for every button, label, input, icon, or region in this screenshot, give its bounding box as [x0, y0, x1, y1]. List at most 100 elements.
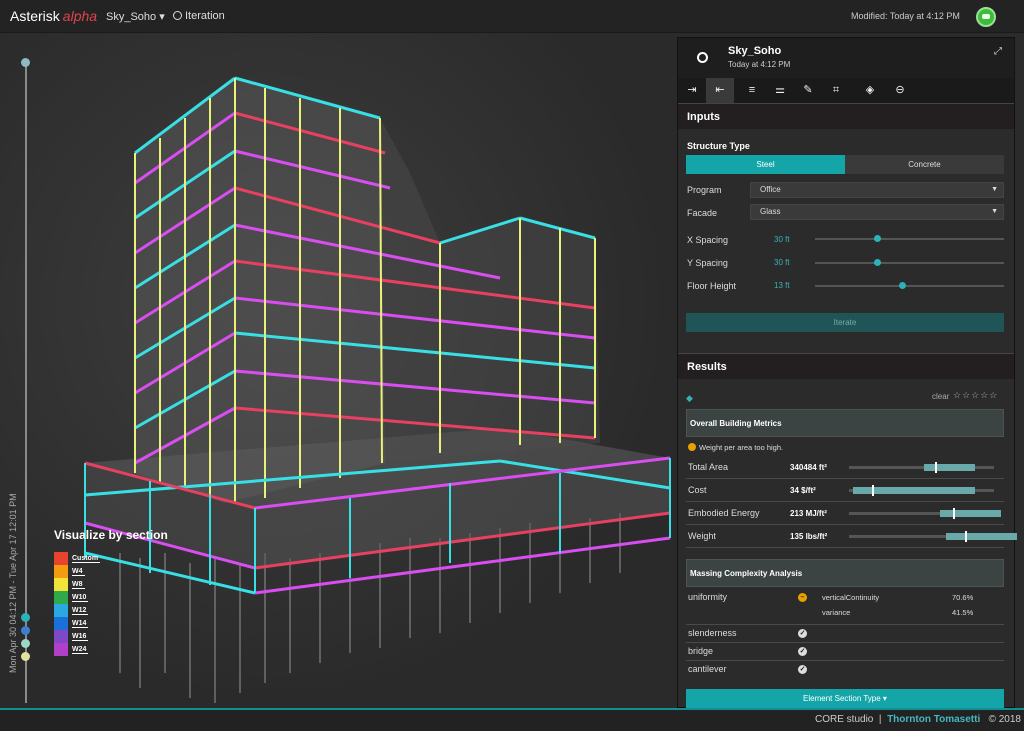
legend-label[interactable]: Custom [72, 555, 101, 563]
timeline-marker[interactable] [21, 613, 30, 622]
overall-metrics-header[interactable]: Overall Building Metrics [686, 409, 1004, 437]
metric-range-bar [849, 531, 1018, 542]
warning-icon: – [798, 593, 807, 602]
modified-text: Modified: Today at 4:12 PM [851, 11, 960, 21]
legend-item: W14 [54, 617, 174, 630]
cantilever-row: cantilever ✓ [688, 664, 807, 674]
check-icon: ✓ [798, 665, 807, 674]
legend-label[interactable]: W24 [72, 646, 89, 654]
timeline-track[interactable] [25, 63, 27, 703]
legend-swatch [54, 578, 68, 591]
avatar[interactable] [976, 7, 996, 27]
warning-icon [688, 443, 696, 451]
inputs-header[interactable]: Inputs [678, 103, 1014, 129]
clock-icon [697, 52, 708, 63]
section-legend: Visualize by section Custom W4 W8 W10 W12 W14… [54, 529, 174, 656]
slider-thumb[interactable] [899, 282, 906, 289]
clear-link[interactable]: clear [932, 392, 950, 401]
metric-name: Embodied Energy [688, 508, 760, 518]
metric-row: Weight 135 lbs/ft² [686, 526, 1018, 548]
metric-range-fill [924, 464, 976, 471]
program-label: Program [687, 185, 722, 195]
metric-range-bar [849, 485, 994, 496]
tab-inputs[interactable]: ⇥ [687, 84, 697, 96]
element-section-type-button[interactable]: Element Section Type ▾ [686, 689, 1004, 708]
timeline-marker[interactable] [21, 626, 30, 635]
legend-label[interactable]: W14 [72, 620, 89, 628]
metric-marker [965, 531, 967, 542]
steel-button[interactable]: Steel [686, 155, 845, 174]
legend-label[interactable]: W10 [72, 594, 89, 602]
y-spacing-slider[interactable] [815, 259, 1004, 266]
timeline-marker[interactable] [21, 652, 30, 661]
metric-range-bar [849, 508, 1002, 519]
top-bar: Asterisk alpha Sky_Soho ▾ Iteration Modif… [0, 0, 1024, 33]
legend-item: W24 [54, 643, 174, 656]
floor-height-slider[interactable] [815, 282, 1004, 289]
y-spacing-label: Y Spacing [687, 258, 728, 268]
floor-height-label: Floor Height [687, 281, 737, 291]
legend-item: W12 [54, 604, 174, 617]
metric-name: Weight [688, 531, 716, 541]
x-spacing-value: 30 ft [774, 235, 790, 244]
tab-zoom[interactable]: ⊖ [895, 84, 905, 96]
tab-brush[interactable]: ✎ [803, 84, 813, 96]
timeline-marker[interactable] [21, 639, 30, 648]
metric-row: Embodied Energy 213 MJ/ft² [686, 503, 1004, 525]
legend-label[interactable]: W4 [72, 568, 85, 576]
metric-marker [872, 485, 875, 496]
concrete-button[interactable]: Concrete [845, 155, 1004, 174]
tab-list[interactable]: ≡ [748, 84, 756, 96]
massing-header[interactable]: Massing Complexity Analysis [686, 559, 1004, 587]
legend-swatch [54, 604, 68, 617]
slider-thumb[interactable] [874, 235, 881, 242]
metric-range-fill [853, 487, 976, 494]
tab-cube[interactable]: ◈ [865, 84, 875, 96]
weight-warning: Weight per area too high. [688, 443, 783, 452]
legend-label[interactable]: W16 [72, 633, 89, 641]
timeline-range: Mon Apr 30 04:12 PM - Tue Apr 17 12:01 P… [8, 493, 18, 673]
legend-label[interactable]: W8 [72, 581, 85, 589]
project-dropdown[interactable]: Sky_Soho ▾ [106, 11, 165, 23]
floor-height-value: 13 ft [774, 281, 790, 290]
3d-viewport[interactable]: Mon Apr 30 04:12 PM - Tue Apr 17 12:01 P… [0, 33, 676, 708]
legend-swatch [54, 643, 68, 656]
metric-name: Total Area [688, 462, 729, 472]
legend-item: W10 [54, 591, 174, 604]
tab-sliders[interactable]: ⚌ [775, 84, 785, 96]
iteration-button[interactable]: Iteration [173, 10, 225, 22]
legend-item: W4 [54, 565, 174, 578]
rating-stars[interactable]: ☆☆☆☆☆ [953, 390, 999, 400]
footer: CORE studio | Thornton Tomasetti © 2018 [0, 708, 1024, 731]
slenderness-row: slenderness ✓ [686, 625, 1004, 643]
check-icon: ✓ [798, 629, 807, 638]
legend-label[interactable]: W12 [72, 607, 89, 615]
bridge-row: bridge ✓ [686, 643, 1004, 661]
expand-icon[interactable]: ⤢ [994, 46, 1002, 57]
x-spacing-slider[interactable] [815, 235, 1004, 242]
structure-type-label: Structure Type [687, 141, 750, 151]
metric-marker [953, 508, 956, 519]
app-logo[interactable]: Asterisk alpha [10, 8, 98, 24]
legend-swatch [54, 591, 68, 604]
facade-select[interactable]: Glass ▼ [750, 204, 1004, 220]
uniformity-row: uniformity – verticalContinuity 70.6% va… [686, 588, 1004, 625]
metric-name: Cost [688, 485, 707, 495]
program-select[interactable]: Office ▼ [750, 182, 1004, 198]
metric-range-bar [849, 462, 994, 473]
metric-value: 34 $/ft² [790, 486, 816, 495]
legend-swatch [54, 552, 68, 565]
tab-crop[interactable]: ⌗ [832, 84, 840, 96]
iteration-icon [173, 11, 182, 20]
tab-outputs[interactable]: ⇤ [706, 78, 734, 103]
timeline-start-handle[interactable] [21, 58, 30, 67]
legend-title: Visualize by section [54, 528, 168, 542]
panel-title: Sky_Soho [728, 45, 782, 57]
slider-thumb[interactable] [874, 259, 881, 266]
tag-icon[interactable]: ◆ [686, 393, 693, 403]
legend-swatch [54, 565, 68, 578]
results-header[interactable]: Results [678, 353, 1014, 379]
iterate-button[interactable]: Iterate [686, 313, 1004, 332]
side-panel: Sky_Soho Today at 4:12 PM ⤢ ⇥ ⇤ ≡ ⚌ ✎ ⌗ … [677, 37, 1018, 708]
building-model[interactable] [0, 33, 676, 708]
